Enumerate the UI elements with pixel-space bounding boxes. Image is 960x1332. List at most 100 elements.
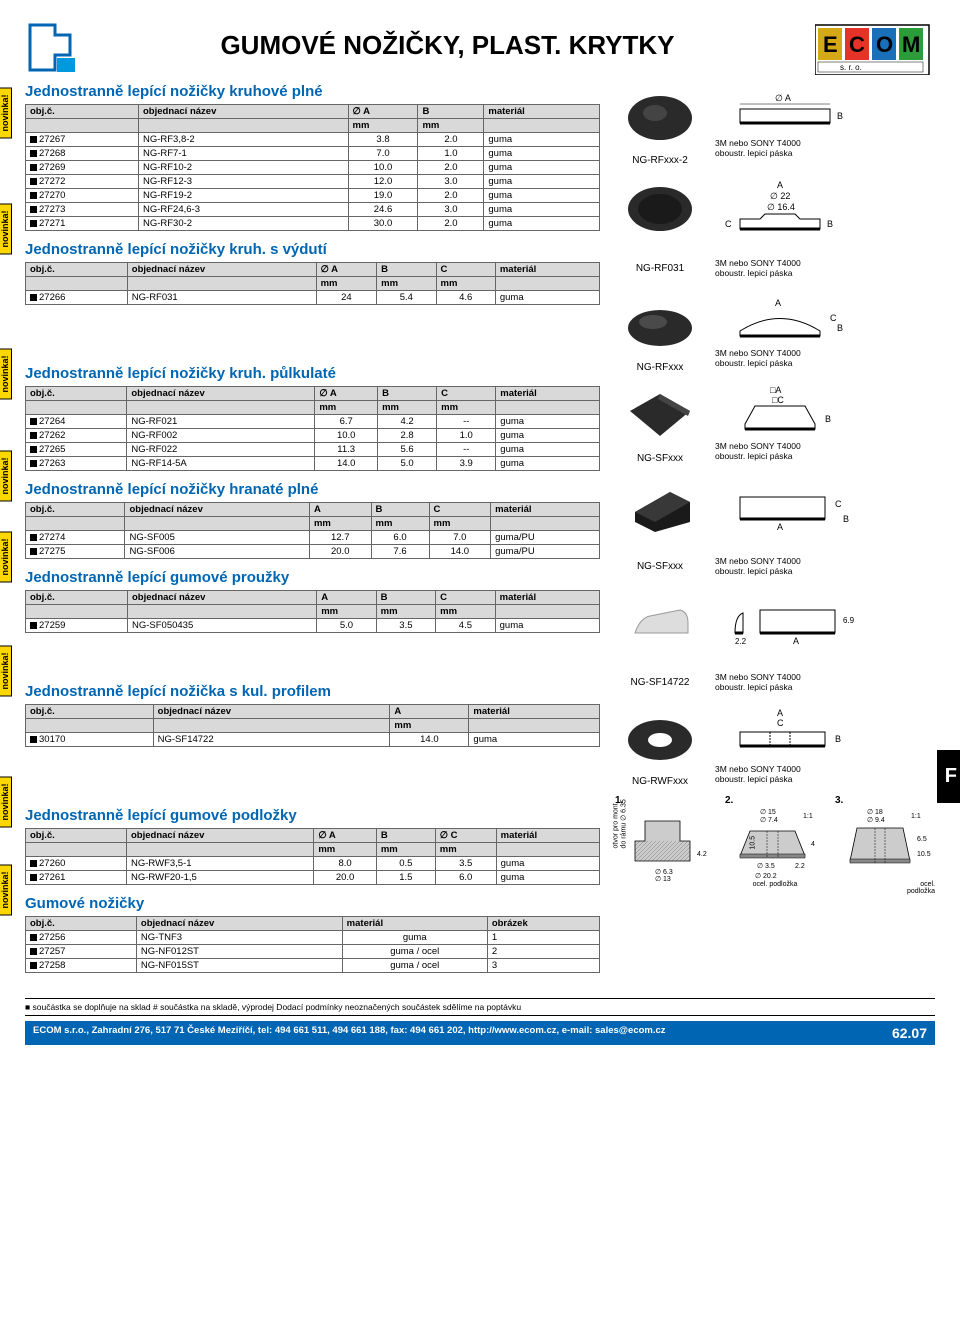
svg-text:2.2: 2.2	[735, 637, 747, 646]
novinka-badge: novinka!	[0, 531, 12, 582]
product-row-2b: NG-RF031 3M nebo SONY T4000 oboustr. lep…	[615, 252, 935, 282]
svg-text:4.2: 4.2	[697, 851, 707, 858]
svg-text:∅ 9.4: ∅ 9.4	[867, 817, 885, 824]
tape-note: 3M nebo SONY T4000 oboustr. lepicí páska	[715, 441, 865, 461]
product-label: NG-SFxxx	[615, 561, 705, 572]
product-photo	[615, 174, 705, 244]
product-label: NG-SF14722	[615, 677, 705, 688]
svg-text:B: B	[837, 111, 843, 121]
tape-note: 3M nebo SONY T4000 oboustr. lepicí páska	[715, 138, 865, 158]
company-logo-right: ECOM s. r. o.	[815, 20, 935, 75]
svg-text:E: E	[823, 32, 838, 57]
svg-text:B: B	[835, 734, 841, 744]
novinka-badge: novinka!	[0, 776, 12, 827]
table-s6: obj.č.objednací názevAmateriál mm 30170N…	[25, 704, 600, 747]
svg-text:∅ 7.4: ∅ 7.4	[760, 817, 778, 824]
product-photo	[615, 472, 705, 542]
svg-text:M: M	[902, 32, 920, 57]
product-row-6b: NG-SF14722 3M nebo SONY T4000 oboustr. l…	[615, 666, 935, 696]
product-photo	[615, 381, 705, 451]
tape-note: 3M nebo SONY T4000 oboustr. lepicí páska	[715, 672, 865, 692]
tape-note: 3M nebo SONY T4000 oboustr. lepicí páska	[715, 348, 865, 368]
product-label: NG-RWFxxx	[615, 776, 705, 787]
svg-text:6.9: 6.9	[843, 616, 855, 625]
table-s7: obj.č.objednací název∅ AB∅ Cmateriál mmm…	[25, 828, 600, 885]
footer-company: ECOM s.r.o., Zahradní 276, 517 71 České …	[33, 1025, 666, 1041]
novinka-badge: novinka!	[0, 348, 12, 399]
section-podlozky: novinka! Jednostranně lepící gumové podl…	[25, 807, 600, 885]
svg-text:∅ 3.5: ∅ 3.5	[757, 863, 775, 870]
svg-text:O: O	[876, 32, 893, 57]
svg-text:∅ 13: ∅ 13	[655, 876, 671, 881]
svg-text:A: A	[777, 708, 783, 718]
table-s5: obj.č.objednací názevABCmateriál mmmmmm …	[25, 590, 600, 633]
tape-note: 3M nebo SONY T4000 oboustr. lepicí páska	[715, 764, 865, 784]
svg-text:s. r. o.: s. r. o.	[840, 63, 862, 72]
page-title: GUMOVÉ NOŽIČKY, PLAST. KRYTKY	[80, 30, 815, 61]
svg-text:A: A	[775, 298, 781, 308]
diagram: 2.2A6.9	[715, 598, 865, 648]
novinka-badge: novinka!	[0, 203, 12, 254]
svg-text:∅ 16.4: ∅ 16.4	[767, 202, 795, 212]
diagram: □A□C B 3M nebo SONY T4000 oboustr. lepicí…	[715, 384, 865, 461]
section-prouzky: novinka! Jednostranně lepící gumové prou…	[25, 569, 600, 633]
product-row-6: 2.2A6.9	[615, 588, 935, 658]
tape-note: 3M nebo SONY T4000 oboustr. lepicí páska	[715, 556, 865, 576]
section-title: Gumové nožičky	[25, 895, 600, 912]
svg-text:6.5: 6.5	[917, 836, 927, 843]
section-title: Jednostranně lepící nožičky kruh. s výdu…	[25, 241, 600, 258]
svg-text:1:1: 1:1	[803, 813, 813, 820]
table-s4: obj.č.objednací názevABCmateriál mmmmmm …	[25, 502, 600, 559]
company-logo-left	[25, 20, 80, 75]
svg-text:∅ 6.3: ∅ 6.3	[655, 869, 673, 876]
svg-text:∅ A: ∅ A	[775, 93, 791, 103]
section-title: Jednostranně lepící nožičky hranaté plné	[25, 481, 600, 498]
diagram: A ∅ 22 ∅ 16.4 C B	[715, 179, 865, 239]
product-row-4: NG-SFxxx □A□CB 3M nebo SONY T4000 oboust…	[615, 381, 935, 464]
section-gumove-nozicky: novinka! Gumové nožičky obj.č.objednací …	[25, 895, 600, 973]
footer-bar: ECOM s.r.o., Zahradní 276, 517 71 České …	[25, 1021, 935, 1045]
svg-text:B: B	[827, 219, 833, 229]
section-title: Jednostranně lepící gumové proužky	[25, 569, 600, 586]
svg-text:□A: □A	[770, 385, 781, 395]
svg-text:∅ 18: ∅ 18	[867, 809, 883, 816]
section-title: Jednostranně lepící gumové podložky	[25, 807, 600, 824]
section-hranate: novinka! Jednostranně lepící nožičky hra…	[25, 481, 600, 559]
product-photo	[615, 588, 705, 658]
tape-note: 3M nebo SONY T4000 oboustr. lepicí páska	[715, 258, 865, 278]
footer-note: ■ součástka se doplňuje na sklad # součá…	[25, 998, 935, 1016]
product-row-3: NG-RFxxx ACB 3M nebo SONY T4000 oboustr.…	[615, 290, 935, 373]
product-label: NG-RFxxx	[615, 362, 705, 373]
svg-text:B: B	[825, 414, 831, 424]
svg-text:C: C	[835, 499, 842, 509]
section-kruhove-plne: novinka! Jednostranně lepící nožičky kru…	[25, 83, 600, 231]
novinka-badge: novinka!	[0, 645, 12, 696]
product-row-2: A ∅ 22 ∅ 16.4 C B	[615, 174, 935, 244]
novinka-badge: novinka!	[0, 450, 12, 501]
novinka-badge: novinka!	[0, 87, 12, 138]
svg-text:C: C	[849, 32, 865, 57]
svg-text:A: A	[777, 180, 783, 190]
diagram: ACB	[715, 482, 865, 532]
svg-text:A: A	[777, 522, 783, 532]
svg-text:∅ 22: ∅ 22	[770, 191, 790, 201]
table-s1: obj.č.objednací název∅ ABmateriál mmmm 2…	[25, 104, 600, 231]
product-photo	[615, 704, 705, 774]
product-row-7: NG-RWFxxx AC B 3M nebo SONY T4000 oboustr…	[615, 704, 935, 787]
section-pulkulate: novinka! Jednostranně lepící nožičky kru…	[25, 365, 600, 471]
svg-text:C: C	[830, 313, 837, 323]
section-vyduti: novinka! Jednostranně lepící nožičky kru…	[25, 241, 600, 305]
svg-text:10.5: 10.5	[917, 851, 931, 858]
svg-text:C: C	[725, 219, 732, 229]
product-row-5b: NG-SFxxx 3M nebo SONY T4000 oboustr. lep…	[615, 550, 935, 580]
product-row-5: ACB	[615, 472, 935, 542]
product-label: NG-RFxxx-2	[615, 155, 705, 166]
diagram: ACB 3M nebo SONY T4000 oboustr. lepicí p…	[715, 296, 865, 368]
section-title: Jednostranně lepící nožičky kruhové plné	[25, 83, 600, 100]
bottom-diagrams: 1. ∅ 6.3 ∅ 13 4.2 otvor pro mont.do rámu…	[615, 795, 935, 903]
product-photo	[615, 83, 705, 153]
svg-text:□C: □C	[772, 395, 784, 405]
section-kul-profil: novinka! Jednostranně lepící nožička s k…	[25, 683, 600, 747]
svg-text:C: C	[777, 718, 784, 728]
page-number: 62.07	[892, 1025, 927, 1041]
